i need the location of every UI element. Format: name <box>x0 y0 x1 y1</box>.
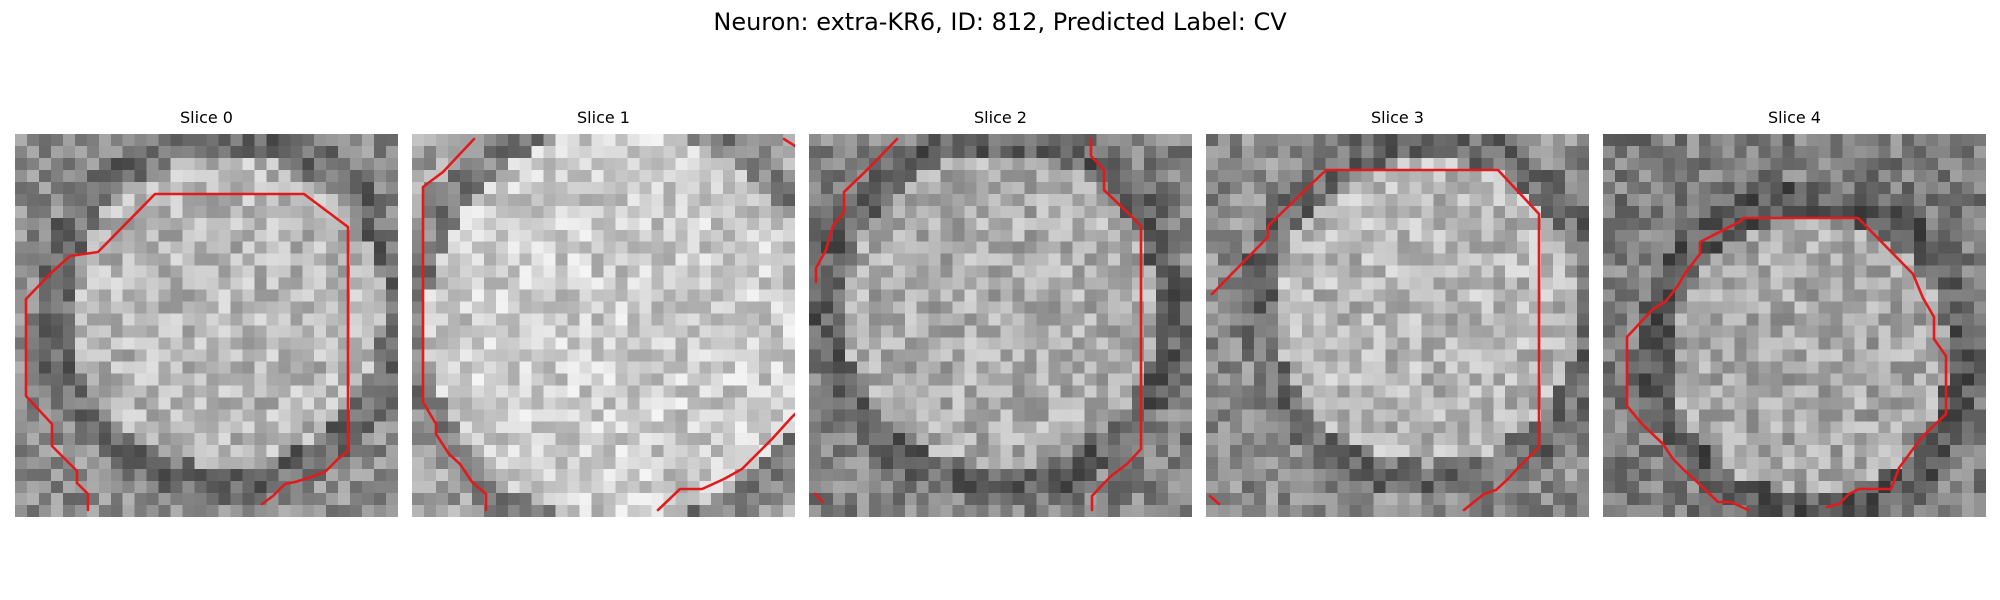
slice-title-2: Slice 2 <box>974 108 1027 127</box>
segmentation-contour-1b <box>656 412 795 512</box>
segmentation-contour-2c <box>813 492 825 504</box>
overlay-2 <box>813 137 1143 512</box>
slice-image-3 <box>1206 134 1589 517</box>
micrograph-4 <box>1603 134 1986 517</box>
overlay-3 <box>1208 168 1541 512</box>
slice-panel-2: Slice 2 <box>809 108 1192 517</box>
segmentation-contour-2a <box>814 137 899 284</box>
micrograph-2 <box>809 134 1192 517</box>
slice-panel-0: Slice 0 <box>15 108 398 517</box>
segmentation-contour-3a <box>1210 168 1541 512</box>
micrograph-0 <box>15 134 398 517</box>
segmentation-contour-3b <box>1208 494 1221 506</box>
overlay-1 <box>421 137 795 512</box>
slice-title-0: Slice 0 <box>180 108 233 127</box>
slice-panel-1: Slice 1 <box>412 108 795 517</box>
slice-image-1 <box>412 134 795 517</box>
segmentation-contour-2b <box>1089 137 1143 512</box>
overlay-0 <box>24 192 350 512</box>
slice-image-0 <box>15 134 398 517</box>
segmentation-contour-4a <box>1625 216 1948 512</box>
slice-image-4 <box>1603 134 1986 517</box>
segmentation-contour-1c <box>782 137 795 148</box>
slice-title-3: Slice 3 <box>1371 108 1424 127</box>
slice-panel-4: Slice 4 <box>1603 108 1986 517</box>
slice-image-2 <box>809 134 1192 517</box>
micrograph-1 <box>412 134 795 517</box>
segmentation-contour-1a <box>421 137 488 512</box>
slice-title-1: Slice 1 <box>577 108 630 127</box>
slice-title-4: Slice 4 <box>1768 108 1821 127</box>
figure-title: Neuron: extra-KR6, ID: 812, Predicted La… <box>713 8 1287 36</box>
overlay-4 <box>1625 216 1948 512</box>
segmentation-contour-0a <box>24 192 350 512</box>
slice-panel-3: Slice 3 <box>1206 108 1589 517</box>
